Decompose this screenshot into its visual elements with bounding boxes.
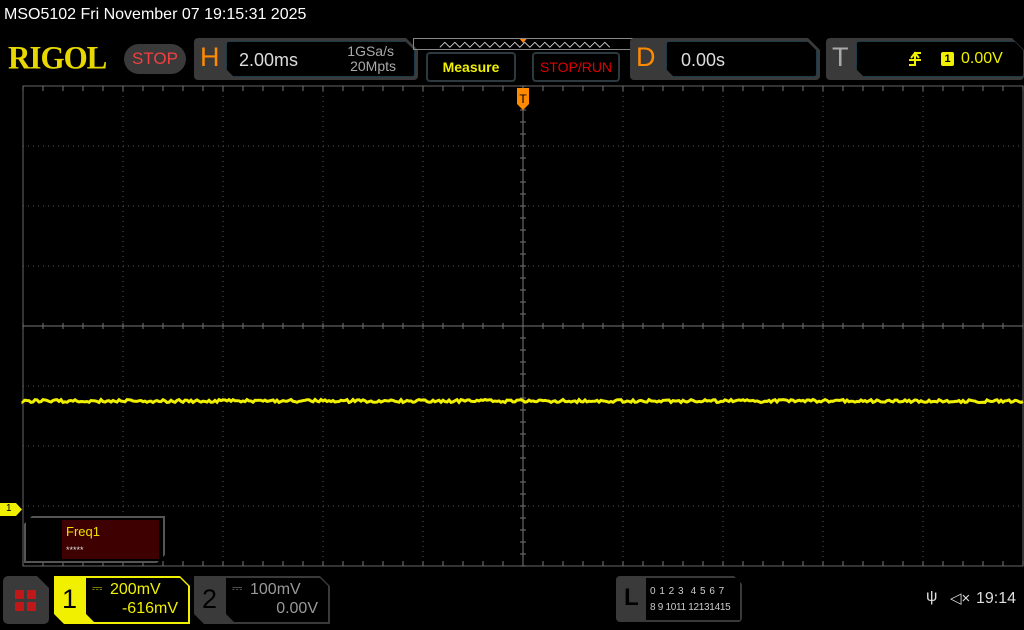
logic-row-1: 0 1 2 3 4 5 6 7: [650, 584, 740, 600]
timebase: 2.00ms: [239, 50, 298, 71]
measurement-freq1[interactable]: Freq1 *****: [24, 516, 165, 563]
status-title: MSO5102 Fri November 07 19:15:31 2025: [4, 6, 306, 24]
channel-2-offset: 0.00V: [276, 600, 318, 618]
memory-depth: 20Mpts: [350, 58, 396, 74]
horizontal-letter: H: [200, 42, 220, 73]
clock: 19:14: [976, 590, 1016, 608]
measurement-value: *****: [62, 539, 159, 555]
channel-1-scale: 200mV: [110, 581, 161, 599]
measurement-name: Freq1: [62, 520, 159, 539]
channel-2-number: 2: [202, 584, 217, 615]
channel-1-number: 1: [62, 584, 77, 615]
trigger-letter: T: [832, 42, 849, 73]
measurement-body: Freq1 *****: [62, 520, 159, 559]
channel-2-panel[interactable]: 2 ⎓ 100mV 0.00V: [194, 576, 330, 624]
channel-1-offset: -616mV: [122, 600, 178, 618]
menu-button[interactable]: [3, 576, 49, 624]
trigger-level: 0.00V: [961, 50, 1003, 68]
delay-letter: D: [636, 42, 656, 73]
ch1-trace: [23, 400, 1023, 403]
dc-coupling-icon: ⎓: [92, 580, 102, 596]
sample-rate: 1GSa/s: [347, 43, 394, 59]
delay-value: 0.00s: [681, 50, 725, 71]
trigger-source: 1: [941, 52, 954, 66]
speaker-muted-icon[interactable]: ◁×: [950, 589, 970, 607]
channel-1-panel[interactable]: 1 ⎓ 200mV -616mV: [54, 576, 190, 624]
waveform-display[interactable]: T: [0, 84, 1024, 570]
horizontal-panel[interactable]: H 2.00ms 1GSa/s 20Mpts: [194, 38, 418, 80]
dc-coupling-icon: ⎓: [232, 580, 242, 596]
trigger-panel[interactable]: T 1 0.00V A: [826, 38, 1024, 80]
run-state-badge[interactable]: STOP: [124, 44, 186, 74]
menu-grid-icon: [15, 590, 24, 599]
rising-edge-icon: [907, 50, 923, 68]
measure-button[interactable]: Measure: [426, 52, 516, 82]
usb-icon: ψ: [926, 588, 937, 606]
rigol-logo: RIGOL: [8, 39, 106, 77]
stop-run-button[interactable]: STOP/RUN: [532, 52, 620, 82]
memory-position-bar[interactable]: [413, 38, 635, 50]
delay-panel[interactable]: D 0.00s: [630, 38, 820, 80]
channel-2-scale: 100mV: [250, 581, 301, 599]
logic-letter: L: [624, 584, 639, 612]
trigger-marker-label: T: [519, 92, 527, 106]
logic-row-2: 8 9 1011 12131415: [650, 600, 740, 616]
ch1-marker-label: 1: [6, 503, 12, 514]
logic-panel[interactable]: L 0 1 2 3 4 5 6 7 8 9 1011 12131415: [616, 576, 742, 622]
